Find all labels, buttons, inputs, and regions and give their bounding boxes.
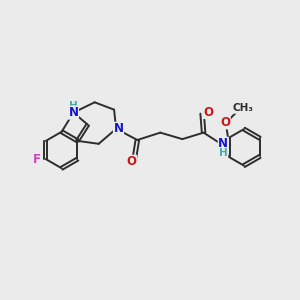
Text: N: N xyxy=(218,137,228,150)
Text: H: H xyxy=(69,100,78,110)
Text: O: O xyxy=(127,155,136,168)
Text: H: H xyxy=(219,148,228,158)
Text: F: F xyxy=(32,153,40,166)
Text: O: O xyxy=(204,106,214,118)
Text: N: N xyxy=(113,122,124,135)
Text: CH₃: CH₃ xyxy=(233,103,254,113)
Text: N: N xyxy=(68,106,78,119)
Text: O: O xyxy=(220,116,230,129)
